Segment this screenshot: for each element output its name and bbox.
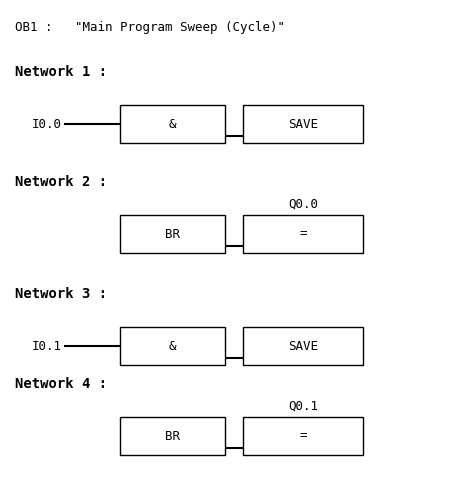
Bar	[120, 417, 225, 455]
Bar	[243, 105, 363, 143]
Text: OB1 :   "Main Program Sweep (Cycle)": OB1 : "Main Program Sweep (Cycle)"	[15, 21, 285, 34]
Text: &: &	[169, 340, 176, 353]
Bar	[243, 215, 363, 253]
Text: Q0.0: Q0.0	[288, 198, 318, 211]
Text: =: =	[299, 430, 307, 443]
Text: BR: BR	[165, 430, 180, 443]
Text: Q0.1: Q0.1	[288, 400, 318, 413]
Text: BR: BR	[165, 228, 180, 240]
Text: Network 2 :: Network 2 :	[15, 175, 107, 189]
Bar	[243, 327, 363, 365]
Text: Network 1 :: Network 1 :	[15, 65, 107, 79]
Bar	[120, 105, 225, 143]
Text: SAVE: SAVE	[288, 117, 318, 130]
Bar	[120, 215, 225, 253]
Text: I0.0: I0.0	[32, 117, 62, 130]
Text: Network 3 :: Network 3 :	[15, 287, 107, 301]
Text: I0.1: I0.1	[32, 340, 62, 353]
Text: Network 4 :: Network 4 :	[15, 377, 107, 391]
Bar	[243, 417, 363, 455]
Text: SAVE: SAVE	[288, 340, 318, 353]
Text: &: &	[169, 117, 176, 130]
Bar	[120, 327, 225, 365]
Text: =: =	[299, 228, 307, 240]
